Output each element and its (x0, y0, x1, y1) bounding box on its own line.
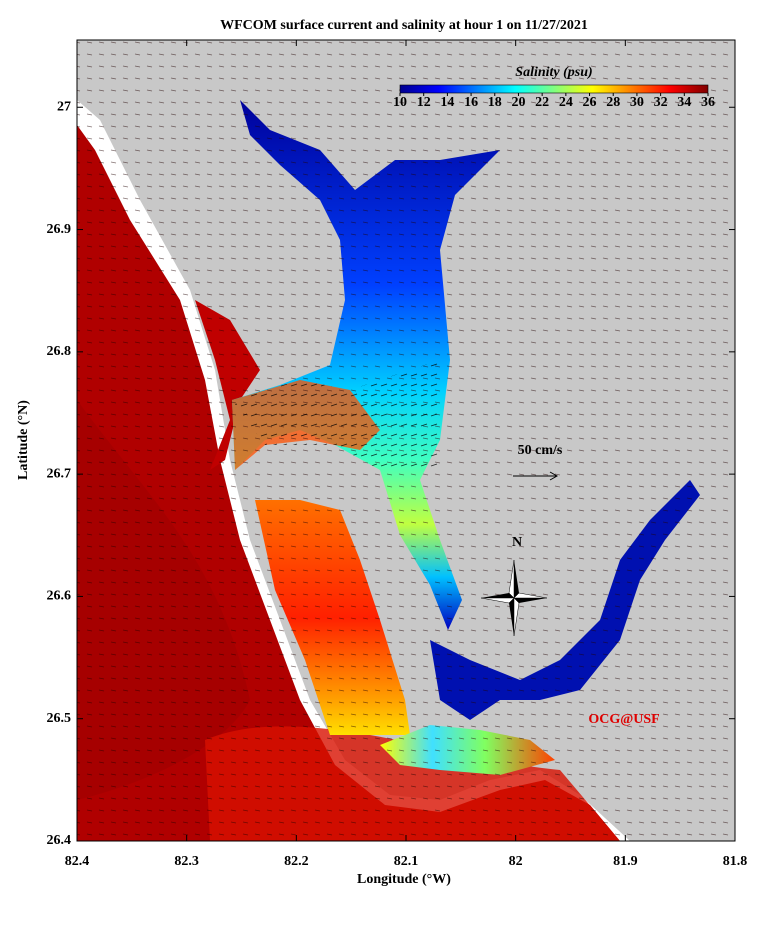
title: WFCOM surface current and salinity at ho… (220, 18, 588, 33)
x-tick-label: 81.8 (723, 854, 748, 869)
map (77, 40, 735, 841)
x-tick-label: 82.3 (174, 854, 199, 869)
credit: OCG@USF (588, 712, 659, 727)
x-tick-label: 82.4 (65, 854, 90, 869)
y-tick-label: 26.8 (47, 344, 72, 359)
colorbar-tick-label: 30 (630, 95, 644, 110)
colorbar-tick-label: 28 (606, 95, 620, 110)
x-tick-label: 81.9 (613, 854, 638, 869)
colorbar-tick-label: 14 (440, 95, 454, 110)
harbor-vectors (232, 360, 440, 470)
colorbar-tick-label: 18 (488, 95, 502, 110)
x-tick-label: 82 (509, 854, 523, 869)
scale-label: 50 cm/s (518, 443, 563, 458)
colorbar: Salinity (psu) 10 12 14 16 18 20 22 24 26 28 30 32 3… (393, 65, 715, 110)
colorbar-tick-label: 22 (535, 95, 549, 110)
colorbar-tick-label: 12 (417, 95, 431, 110)
y-axis-label: Latitude (°N) (16, 400, 31, 480)
x-tick-label: 82.2 (284, 854, 309, 869)
y-tick-label: 26.5 (47, 711, 72, 726)
colorbar-tick-label: 26 (583, 95, 597, 110)
compass (480, 559, 548, 637)
x-tick-label: 82.1 (394, 854, 419, 869)
colorbar-tick-label: 16 (464, 95, 478, 110)
colorbar-tick-label: 10 (393, 95, 407, 110)
colorbar-tick-label: 36 (701, 95, 715, 110)
scale-arrow-head (549, 471, 559, 481)
colorbar-label: Salinity (psu) (515, 65, 592, 80)
colorbar-bar (399, 84, 709, 94)
x-axis-label: Longitude (°W) (357, 872, 451, 887)
y-tick-label: 27 (57, 99, 71, 114)
colorbar-tick-label: 32 (654, 95, 668, 110)
colorbar-tick-label: 24 (559, 95, 573, 110)
colorbar-tick-label: 20 (511, 95, 525, 110)
compass-label: N (512, 535, 522, 550)
colorbar-tick-label: 34 (677, 95, 691, 110)
y-tick-label: 26.9 (47, 222, 72, 237)
y-tick-label: 26.7 (47, 466, 72, 481)
y-tick-label: 26.6 (47, 589, 72, 604)
y-tick-label: 26.4 (47, 833, 72, 848)
